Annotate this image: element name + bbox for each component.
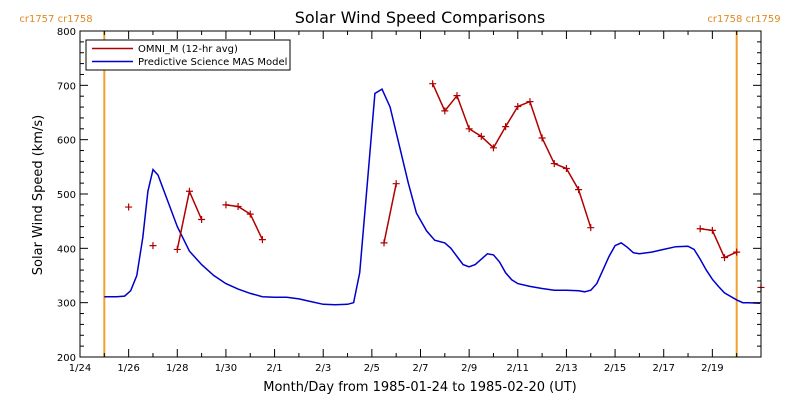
series-point-omni [587,224,595,232]
plot-frame [79,30,762,358]
legend-box [85,39,291,71]
series-point-omni [234,202,242,210]
x-tick-label: 1/26 [117,363,139,374]
x-tick-label: 2/13 [555,363,577,374]
series-point-omni [380,239,388,247]
series-line-omni [225,204,264,240]
series-line-mas-model [104,88,761,306]
x-tick-label: 2/7 [412,363,428,374]
x-tick-label: 2/9 [461,363,477,374]
carrington-label: cr1757 cr1758 [19,14,92,25]
series-point-omni [198,216,206,224]
x-tick-label: 1/28 [166,363,188,374]
series-line-omni [700,228,738,259]
chart-title: Solar Wind Speed Comparisons [295,8,546,27]
plot-area: cr1757 cr1758 cr1758 cr1759 200 300 400 500 60… [19,14,780,374]
series-point-omni [392,180,400,188]
series-point-omni [526,98,534,106]
y-tick-label: 800 [57,27,76,38]
series-line-omni [383,183,397,244]
series-point-omni [550,160,558,168]
series-point-omni [575,186,583,194]
series-point-omni [453,92,461,100]
series-point-omni [149,242,157,250]
legend: OMNI_M (12-hr avg) Predictive Science MA… [85,39,291,71]
x-tick-label: 2/5 [364,363,380,374]
legend-label-omni: OMNI_M (12-hr avg) [138,44,238,55]
carrington-label: cr1758 cr1759 [707,14,780,25]
series-point-omni [514,103,522,111]
x-tick-label: 2/11 [507,363,529,374]
series-point-omni [173,245,181,253]
series-point-omni [185,187,193,195]
series-point-omni [489,144,497,152]
series-line-omni [432,83,592,228]
y-tick-label: 700 [57,81,76,92]
x-tick-label: 2/1 [267,363,283,374]
series-point-omni [125,203,133,211]
x-tick-label: 2/3 [315,363,331,374]
series-point-omni [696,225,704,233]
legend-label-mas: Predictive Science MAS Model [138,57,287,68]
x-tick-label: 2/19 [701,363,723,374]
series-point-omni [246,210,254,218]
series-point-omni [258,236,266,244]
series-point-omni [708,226,716,234]
y-axis-label: Solar Wind Speed (km/s) [31,115,46,275]
y-tick-label: 200 [57,353,76,364]
series-point-omni [477,132,485,140]
series-point-omni [538,134,546,142]
x-tick-label: 1/30 [215,363,237,374]
series-point-omni [222,201,230,209]
y-tick-label: 500 [57,190,76,201]
series-point-omni [721,254,729,262]
y-tick-label: 600 [57,136,76,147]
series-point-omni [441,107,449,115]
y-tick-label: 400 [57,244,76,255]
series-point-omni [733,248,741,256]
series-line-omni [176,188,203,250]
series-point-omni [502,123,510,131]
y-tick-label: 300 [57,299,76,310]
x-axis-label: Month/Day from 1985-01-24 to 1985-02-20 … [263,380,576,395]
series-point-omni [429,80,437,88]
series-point-omni [465,125,473,133]
x-tick-label: 1/24 [69,363,91,374]
x-tick-label: 2/15 [604,363,626,374]
x-tick-label: 2/17 [652,363,674,374]
series-point-omni [562,164,570,172]
